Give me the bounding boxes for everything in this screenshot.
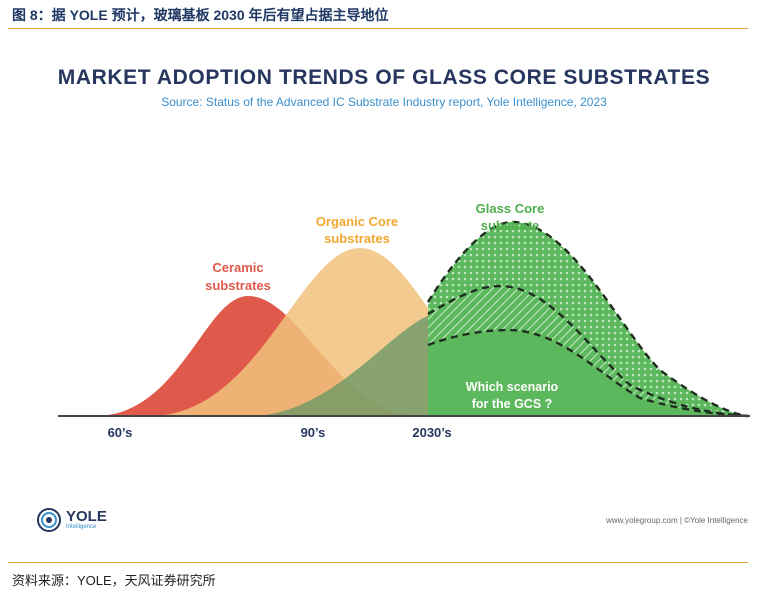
scenario-annotation-line2: for the GCS ? bbox=[472, 397, 553, 411]
top-divider bbox=[8, 28, 748, 29]
glass-low-scenario-area bbox=[428, 330, 748, 416]
organic-label-line2: substrates bbox=[324, 231, 390, 246]
glass-mature-area bbox=[250, 315, 430, 416]
glass-label-line2: substrate bbox=[481, 218, 540, 233]
yole-swirl-icon bbox=[37, 508, 61, 532]
ceramic-label-line2: substrates bbox=[205, 278, 271, 293]
organic-label-line1: Organic Core bbox=[316, 214, 398, 229]
x-tick-2030s: 2030’s bbox=[412, 425, 451, 440]
yole-logo: YOLE Intelligence bbox=[36, 507, 107, 533]
chart-title: MARKET ADOPTION TRENDS OF GLASS CORE SUB… bbox=[57, 66, 711, 89]
ceramic-label-line1: Ceramic bbox=[212, 260, 263, 275]
glass-label-line1: Glass Core bbox=[476, 201, 545, 216]
glass-high-scenario-line bbox=[426, 220, 749, 418]
credit-text: www.yolegroup.com | ©Yole Intelligence bbox=[606, 516, 748, 525]
x-tick-90s: 90’s bbox=[301, 425, 326, 440]
source-note: 资料来源：YOLE，天风证券研究所 bbox=[12, 573, 216, 588]
chart-subtitle: Source: Status of the Advanced IC Substr… bbox=[161, 95, 607, 109]
yole-logo-name: YOLE bbox=[66, 508, 107, 525]
bottom-divider bbox=[8, 562, 748, 563]
glass-low-scenario-line bbox=[427, 328, 749, 418]
scenario-annotation-line1: Which scenario bbox=[466, 380, 559, 394]
figure-caption: 图 8：据 YOLE 预计，玻璃基板 2030 年后有望占据主导地位 bbox=[12, 7, 389, 23]
x-tick-60s: 60’s bbox=[108, 425, 133, 440]
yole-logo-sub: Intelligence bbox=[66, 524, 97, 530]
